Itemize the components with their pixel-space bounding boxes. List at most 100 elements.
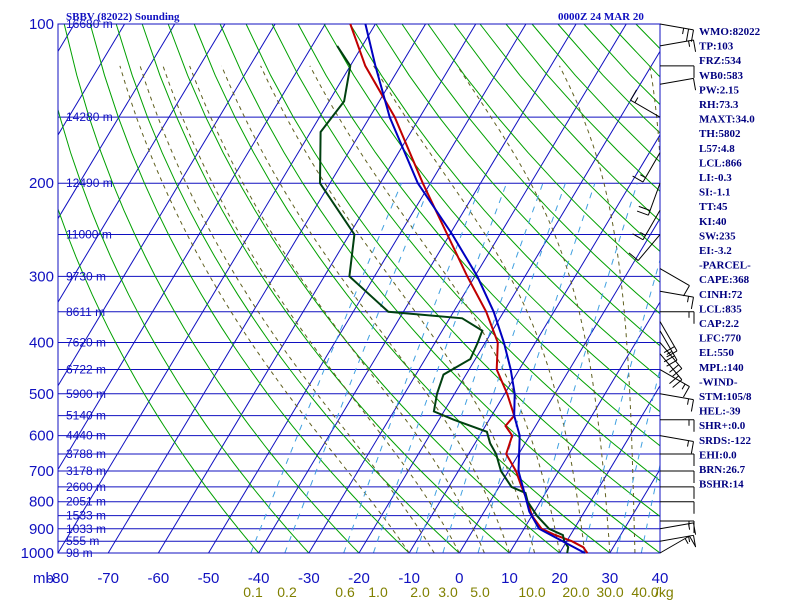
dry-adiabat-line [531, 23, 661, 163]
dry-adiabat-line [219, 23, 661, 554]
index-value: BSHR:14 [699, 479, 744, 491]
index-value: EL:550 [699, 347, 734, 359]
temperature-tick-label: -40 [248, 570, 270, 587]
temperature-tick-label: 20 [551, 570, 568, 587]
dry-adiabat-line [89, 23, 410, 554]
height-label: 12490 m [66, 176, 113, 190]
height-label: 16680 m [66, 17, 113, 31]
mixing-ratio-line [528, 183, 638, 554]
temperature-tick-label: -60 [147, 570, 169, 587]
index-value: SRDS:-122 [699, 435, 751, 447]
profile-lines [318, 23, 589, 554]
dry-adiabat-line [323, 23, 661, 413]
pressure-tick-label: 300 [29, 268, 54, 285]
index-value: KI:40 [699, 216, 727, 228]
height-label: 2051 m [66, 495, 106, 509]
wind-barb [632, 210, 661, 241]
height-label: 2600 m [66, 480, 106, 494]
index-value: SI:-1.1 [699, 187, 730, 199]
dry-adiabat-line [557, 23, 661, 134]
dry-adiabat-line [193, 23, 611, 554]
index-value: TT:45 [699, 201, 728, 213]
dry-adiabat-line [57, 208, 260, 554]
dry-adiabat-line [349, 23, 661, 379]
mixing-ratio-line [343, 183, 482, 554]
wind-barb [659, 435, 694, 454]
wind-barb [659, 342, 683, 377]
index-value: -WIND- [699, 376, 738, 388]
mixing-ratio-label: 2.0 [410, 584, 430, 600]
moist-adiabat-line [139, 65, 435, 554]
isotherm-line [57, 23, 326, 470]
background-grid [57, 23, 661, 554]
indices-panel: WMO:82022 TP:103 FRZ:534 WB0:583 PW:2.15 RH:7… [699, 26, 761, 491]
isotherm-line [559, 385, 661, 554]
dry-adiabat-line [167, 23, 561, 554]
index-value: TH:5802 [699, 128, 741, 140]
temperature-profile-line [349, 23, 589, 554]
isotherm-line [57, 23, 75, 52]
index-value: STM:105/8 [699, 391, 752, 403]
dry-adiabat-line [583, 23, 661, 105]
moist-adiabat-line [649, 65, 661, 158]
index-value: FRZ:534 [699, 55, 742, 67]
mixing-ratio-label: 3.0 [438, 584, 458, 600]
mixing-ratio-line [582, 260, 661, 554]
wind-barb [659, 321, 678, 358]
isotherm-line [57, 23, 176, 219]
height-label: 3788 m [66, 447, 106, 461]
wind-barb [659, 77, 697, 91]
wind-barb [660, 486, 695, 499]
dry-adiabat-line [427, 23, 661, 283]
isotherm-line [107, 23, 426, 554]
mixing-ratio-unit-label: /kg [655, 584, 674, 600]
wind-barb [659, 268, 690, 297]
dry-adiabat-line [479, 23, 661, 222]
moist-adiabat-line [456, 65, 611, 554]
moist-adiabat-line [189, 65, 485, 554]
isotherm-line [458, 218, 661, 554]
mixing-ratio-line [616, 369, 661, 554]
temperature-tick-label: -20 [348, 570, 370, 587]
mixing-ratio-line [372, 183, 508, 554]
height-label: 11000 m [66, 228, 112, 242]
wind-barb [660, 501, 695, 514]
mixing-ratio-label: 1.0 [368, 584, 388, 600]
temperature-tick-label: 40 [652, 570, 669, 587]
chart-title: SBBV (82022) Sounding [66, 11, 180, 23]
moist-adiabat-line [162, 65, 460, 554]
chart-datetime: 0000Z 24 MAR 20 [558, 11, 644, 23]
height-label: 5900 m [66, 387, 106, 401]
mixing-ratio-label: 0.6 [335, 584, 355, 600]
wind-barb [660, 470, 695, 484]
wind-barb [632, 152, 661, 183]
isotherm-line [358, 51, 661, 554]
moist-adiabat-line [309, 65, 561, 554]
index-value: PW:2.15 [699, 84, 740, 96]
height-label: 14280 m [66, 110, 113, 124]
moist-adiabat-line [221, 65, 510, 554]
wind-barb [660, 311, 695, 324]
index-value: SW:235 [699, 230, 736, 242]
index-value: WB0:583 [699, 70, 744, 82]
dry-adiabat-line [63, 23, 360, 554]
index-value: LFC:770 [699, 333, 742, 345]
height-label: 1033 m [66, 522, 106, 536]
index-value: LI:-0.3 [699, 172, 732, 184]
index-value: LCL:866 [699, 157, 742, 169]
mixing-ratio-label: 5.0 [470, 584, 490, 600]
mixing-ratio-line [640, 464, 661, 554]
temperature-tick-label: 10 [501, 570, 518, 587]
index-value: CAP:2.2 [699, 318, 740, 330]
index-value: CAPE:368 [699, 274, 750, 286]
index-value: -PARCEL- [699, 260, 751, 272]
wind-barb [659, 535, 696, 554]
dry-adiabat-line [297, 23, 661, 447]
index-value: WMO:82022 [699, 26, 761, 38]
dry-adiabat-line [57, 109, 310, 554]
mixing-ratio-label: 20.0 [562, 584, 589, 600]
temperature-tick-label: -70 [97, 570, 119, 587]
temperature-tick-label: -50 [198, 570, 220, 587]
